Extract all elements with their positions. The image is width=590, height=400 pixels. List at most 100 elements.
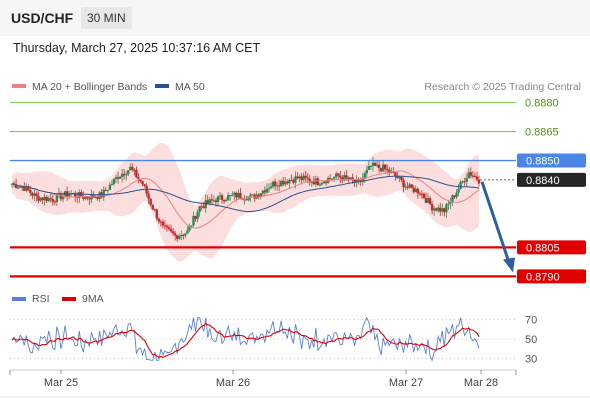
x-axis: Mar 25 Mar 26 Mar 27 Mar 28 (9, 370, 517, 389)
candle-body (422, 193, 426, 199)
candle-body (125, 174, 128, 176)
candle-body (53, 201, 57, 203)
candle-body (218, 195, 222, 197)
level-tag-4 (517, 269, 586, 284)
candle-body (122, 173, 126, 176)
candle-body (247, 196, 250, 201)
candle-body (404, 186, 407, 188)
candle-body (47, 198, 50, 202)
level-tag-2 (517, 153, 586, 168)
candle-body (312, 181, 316, 185)
candle-body (408, 184, 411, 188)
candle-body (418, 193, 422, 195)
candle-body (402, 180, 405, 188)
candle-body (210, 199, 214, 201)
candle-body (339, 175, 342, 178)
candle-body (196, 212, 199, 220)
candle-body (220, 195, 224, 200)
candle-body (145, 185, 148, 194)
candle-body (300, 176, 303, 180)
candle-body (120, 173, 124, 177)
candle-body (412, 187, 415, 193)
rsi-ma-legend-label: 9MA (82, 293, 104, 305)
candle-body (320, 183, 324, 185)
level-label-2: 0.8850 (526, 156, 560, 168)
candle-body (139, 179, 142, 182)
candle-body (182, 234, 185, 236)
candle-body (371, 162, 375, 166)
level-label-4: 0.8790 (526, 271, 560, 283)
candle-body (108, 184, 112, 191)
candle-body (267, 188, 271, 190)
timestamp: Thursday, March 27, 2025 10:37:16 AM CET (13, 41, 261, 55)
candle-body (243, 199, 246, 201)
candle-body (233, 192, 236, 195)
candle-body (153, 209, 156, 211)
candle-body (131, 166, 134, 170)
candle-body (394, 172, 397, 176)
key-levels (10, 102, 516, 278)
candle-body (55, 194, 59, 202)
candle-body (310, 181, 313, 183)
candle-body (222, 199, 226, 202)
candle-body (141, 181, 144, 185)
candle-body (202, 206, 205, 209)
candle-body (143, 184, 146, 186)
candle-body (41, 197, 44, 200)
candle-body (245, 199, 248, 201)
candle-body (163, 225, 167, 227)
level-label-3: 0.8805 (526, 242, 560, 254)
rsi-tick-1: 50 (525, 334, 537, 346)
rsi-panel: 70 50 30 (10, 315, 537, 365)
candle-body (261, 190, 265, 194)
candle-body (441, 208, 444, 212)
candle-body (341, 177, 344, 181)
last-price-label: 0.8840 (526, 175, 560, 187)
candle-body (194, 215, 197, 220)
candle-body (306, 177, 309, 179)
candle-body (284, 181, 287, 185)
candle-body (39, 197, 42, 201)
candle-body (192, 215, 195, 226)
candle-body (279, 180, 283, 187)
candle-body (465, 177, 468, 182)
candle-body (322, 181, 326, 184)
candle-body (263, 190, 267, 193)
forecast-arrow-shaft (480, 181, 511, 263)
candle-body (343, 175, 346, 181)
candle-body (432, 208, 436, 211)
candle-body (414, 188, 417, 193)
candle-body (35, 193, 38, 197)
candle-body (208, 199, 212, 204)
candle-body (198, 206, 201, 213)
candle-body (67, 193, 71, 197)
candle-body (434, 208, 438, 211)
candle-body (351, 177, 354, 181)
candle-body (269, 186, 273, 189)
candle-body (282, 180, 285, 185)
candle-body (161, 221, 165, 226)
candle-body (190, 225, 193, 227)
candle-body (237, 192, 240, 198)
candle-body (94, 197, 97, 199)
candle-body (424, 198, 428, 203)
ma50-legend-label: MA 50 (175, 81, 205, 93)
candle-body (45, 196, 48, 202)
timeframe-button[interactable]: 30 MIN (81, 7, 132, 29)
candle-body (110, 183, 114, 185)
candle-body (277, 185, 281, 187)
candle-body (151, 204, 154, 210)
candle-body (302, 175, 305, 180)
candle-body (23, 186, 26, 191)
candle-body (461, 181, 464, 183)
credit-text: Research © 2025 Trading Central (424, 81, 581, 93)
candle-body (184, 233, 187, 236)
candle-body (257, 194, 260, 197)
candle-body (20, 186, 24, 188)
candle-body (361, 177, 364, 182)
candle-body (469, 172, 473, 176)
candle-body (430, 204, 434, 211)
candle-body (155, 209, 158, 219)
candle-body (410, 184, 413, 188)
candle-body (37, 196, 40, 201)
